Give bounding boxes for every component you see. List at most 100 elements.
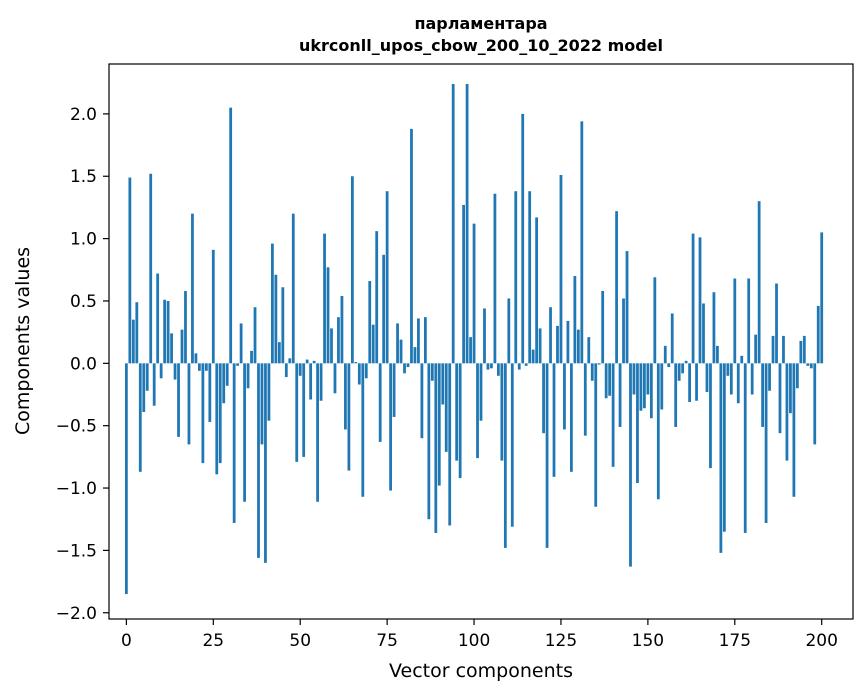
x-tick-label: 50 <box>289 631 311 651</box>
bar-component-145 <box>629 363 632 567</box>
bar-component-124 <box>556 325 559 364</box>
bar-component-6 <box>145 363 149 391</box>
y-tick-label: 1.5 <box>70 167 97 187</box>
chart-title-group: парламентара ukrconll_upos_cbow_200_10_2… <box>299 14 663 55</box>
bar-component-39 <box>260 363 264 445</box>
bar-component-70 <box>368 281 372 364</box>
bar-component-93 <box>448 363 452 526</box>
bar-component-122 <box>549 307 552 364</box>
bar-component-58 <box>326 267 330 364</box>
bar-component-186 <box>771 335 775 364</box>
bar-component-18 <box>187 363 191 445</box>
bar-component-116 <box>528 191 532 364</box>
bar-component-162 <box>688 363 691 402</box>
bar-component-151 <box>649 363 653 419</box>
bar-component-166 <box>702 303 705 364</box>
bar-component-115 <box>524 363 528 366</box>
bar-component-127 <box>566 320 570 364</box>
bar-component-113 <box>517 363 521 370</box>
bar-component-94 <box>451 83 455 364</box>
x-tick-label: 0 <box>121 631 132 651</box>
plot-area-frame <box>108 63 854 620</box>
x-tick-label: 200 <box>805 631 837 651</box>
bar-component-91 <box>441 363 445 405</box>
bar-component-158 <box>674 363 678 427</box>
bar-series <box>124 83 824 595</box>
bar-component-68 <box>361 363 365 497</box>
bar-component-26 <box>215 363 219 475</box>
bar-component-117 <box>531 349 535 364</box>
bar-component-90 <box>437 363 441 486</box>
bar-component-51 <box>302 363 306 457</box>
bar-component-199 <box>816 305 820 364</box>
bar-component-138 <box>604 363 608 399</box>
bar-component-101 <box>476 363 479 459</box>
bar-component-197 <box>809 363 813 369</box>
bar-component-126 <box>563 363 566 430</box>
bar-component-183 <box>761 363 764 427</box>
bar-component-191 <box>789 363 792 414</box>
bar-component-123 <box>552 363 556 477</box>
bar-component-144 <box>625 251 629 364</box>
bar-component-159 <box>677 363 681 381</box>
bar-component-133 <box>587 337 591 364</box>
bar-component-54 <box>312 360 316 364</box>
bar-component-194 <box>799 340 803 364</box>
bar-component-14 <box>173 363 177 380</box>
bar-component-48 <box>291 213 295 364</box>
bar-component-171 <box>719 363 723 553</box>
bar-component-7 <box>149 173 153 364</box>
bar-component-81 <box>406 363 410 368</box>
bar-component-61 <box>337 317 340 364</box>
bar-component-55 <box>316 363 319 502</box>
bar-component-111 <box>510 363 514 527</box>
x-tick-label: 125 <box>545 631 577 651</box>
bar-component-71 <box>371 324 375 364</box>
bar-component-165 <box>698 237 702 364</box>
bar-component-69 <box>364 363 368 379</box>
y-tick-label: −2.0 <box>56 604 97 624</box>
bar-component-82 <box>410 128 413 364</box>
bar-component-170 <box>716 345 719 364</box>
bar-component-152 <box>653 277 657 364</box>
bar-component-5 <box>142 363 146 412</box>
y-axis-ticks: −2.0 −1.5 −1.0 −0.5 0.0 0.5 1.0 1.5 2.0 <box>56 105 109 624</box>
bar-component-77 <box>392 363 396 417</box>
y-tick-label: 0.0 <box>70 354 97 374</box>
bar-component-32 <box>236 363 240 366</box>
bar-component-119 <box>538 328 542 364</box>
y-tick-label: 2.0 <box>70 105 97 125</box>
bar-component-196 <box>806 363 810 366</box>
bar-component-49 <box>295 363 299 462</box>
y-tick-label: 0.5 <box>70 292 97 312</box>
bar-component-45 <box>281 287 285 364</box>
bar-component-105 <box>490 363 493 369</box>
bar-component-8 <box>152 363 156 406</box>
y-tick-label: −1.5 <box>56 541 97 561</box>
bar-component-78 <box>396 323 399 364</box>
bar-component-184 <box>764 363 768 523</box>
bar-component-109 <box>503 363 507 548</box>
bar-component-110 <box>507 298 511 364</box>
bar-component-195 <box>802 335 806 364</box>
bar-component-11 <box>163 299 167 364</box>
bar-component-147 <box>636 363 639 484</box>
bar-component-140 <box>611 363 615 467</box>
x-tick-label: 175 <box>719 631 751 651</box>
bar-component-154 <box>660 363 664 410</box>
x-axis-label: Vector components <box>389 660 573 682</box>
bar-component-64 <box>347 363 351 471</box>
bar-component-28 <box>222 363 226 404</box>
bar-component-24 <box>208 363 212 422</box>
bar-component-189 <box>782 335 785 364</box>
y-tick-label: −0.5 <box>56 417 97 437</box>
bar-component-190 <box>785 363 789 461</box>
bar-component-52 <box>305 359 309 364</box>
x-axis-ticks: 0 25 50 75 100 125 150 175 200 <box>121 619 838 651</box>
bar-component-29 <box>225 363 229 386</box>
bar-component-27 <box>218 363 222 464</box>
bar-component-37 <box>253 307 257 364</box>
bar-component-87 <box>427 363 431 520</box>
bar-component-16 <box>180 329 184 364</box>
bar-component-30 <box>229 107 233 364</box>
